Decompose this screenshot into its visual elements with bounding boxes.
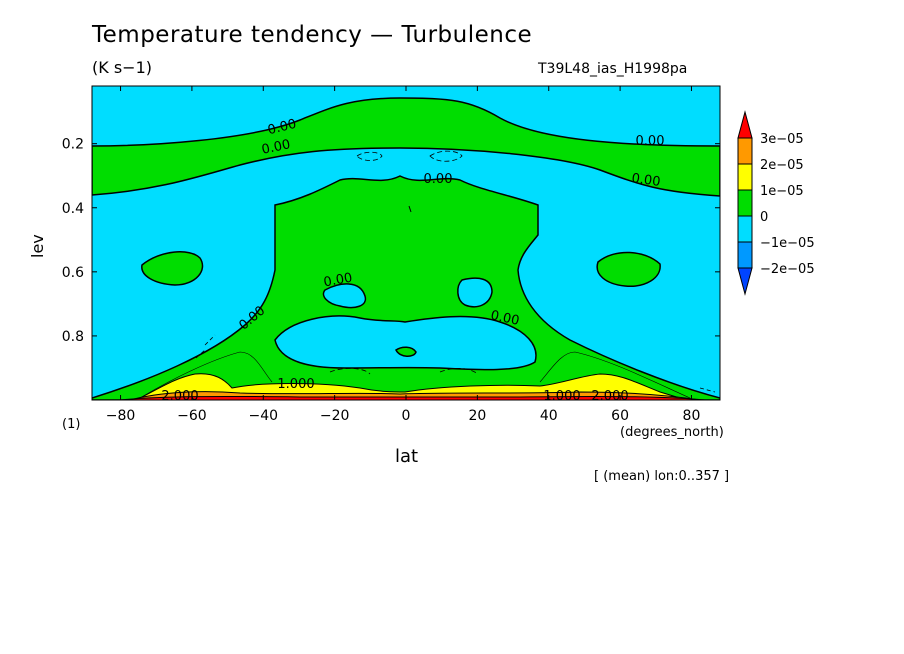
contour-hole-left — [322, 283, 367, 309]
y-tick-label: 0.2 — [62, 137, 84, 153]
x-tick-label: −80 — [106, 408, 136, 424]
chart-title: Temperature tendency — Turbulence — [92, 22, 533, 48]
contour-label: 2.000 — [161, 389, 198, 404]
colorbar-segment — [737, 215, 753, 243]
x-tick-label: 80 — [683, 408, 701, 424]
contour-island-right — [596, 251, 661, 287]
x-tick-label: 20 — [468, 408, 486, 424]
x-tick-label: 40 — [540, 408, 558, 424]
contour-tick-mark — [408, 205, 412, 213]
x-tick-label: −40 — [248, 408, 278, 424]
footnote: (1) — [62, 417, 81, 432]
colorbar-label: −2e−05 — [760, 262, 815, 277]
contour-label: 0.00 — [631, 171, 662, 190]
contour-fill-central — [92, 175, 720, 400]
contour-fill-upper-band — [92, 97, 720, 197]
x-axis-units: (degrees_north) — [620, 425, 724, 440]
colorbar-label: −1e−05 — [760, 236, 815, 251]
contour-blob-center — [395, 346, 417, 357]
x-tick-label: −20 — [320, 408, 350, 424]
contour-line-dashed-2 — [429, 150, 463, 162]
y-axis-ticks: 0.2 0.4 0.6 0.8 — [62, 137, 720, 345]
x-tick-label: 60 — [611, 408, 629, 424]
contour-island-left — [141, 251, 204, 286]
colorbar-label: 0 — [760, 210, 768, 225]
y-tick-label: 0.8 — [62, 329, 84, 345]
colorbar-segment — [737, 241, 753, 269]
colorbar-bottom-arrow — [737, 267, 753, 296]
contour-fill-surface-red — [119, 395, 706, 400]
contour-label: 0.00 — [489, 308, 520, 329]
colorbar-segment — [737, 163, 753, 191]
contour-label: 0.00 — [266, 117, 298, 139]
x-tick-label: −60 — [177, 408, 207, 424]
region-note: [ (mean) lon:0..357 ] — [594, 469, 730, 484]
colorbar-label: 3e−05 — [760, 132, 804, 147]
contour-label: 2.000 — [591, 389, 628, 404]
contour-line-thin-left — [139, 351, 273, 399]
x-tick-label: 0 — [402, 408, 411, 424]
colorbar-label: 2e−05 — [760, 158, 804, 173]
contour-label: 1.000 — [277, 377, 314, 392]
colorbar: 3e−05 2e−05 1e−05 0 −1e−05 −2e−05 — [737, 110, 815, 296]
colorbar-top-arrow — [737, 110, 753, 139]
contour-label: 0.00 — [260, 137, 291, 158]
contour-hole-right — [457, 277, 493, 308]
y-tick-label: 0.4 — [62, 201, 84, 217]
contour-label: 0.00 — [636, 134, 665, 149]
contour-line-dashed-1 — [356, 151, 383, 161]
colorbar-segment — [737, 189, 753, 217]
contour-line-thin-right — [539, 351, 691, 399]
colorbar-label: 1e−05 — [760, 184, 804, 199]
contour-label: 0.00 — [424, 172, 453, 187]
x-axis-ticks: −80 −60 −40 −20 0 20 40 60 80 — [106, 86, 701, 424]
chart-units: (K s−1) — [92, 58, 152, 77]
contour-line-dashed-3 — [329, 368, 479, 375]
contour-fill-surface-yellow — [139, 373, 681, 399]
y-tick-label: 0.6 — [62, 265, 84, 281]
colorbar-segment — [737, 137, 753, 165]
run-identifier: T39L48_ias_H1998pa — [538, 61, 688, 77]
contour-line-dashed-4 — [195, 334, 716, 393]
contour-label: 0.00 — [323, 271, 354, 291]
x-axis-label: lat — [395, 446, 419, 467]
